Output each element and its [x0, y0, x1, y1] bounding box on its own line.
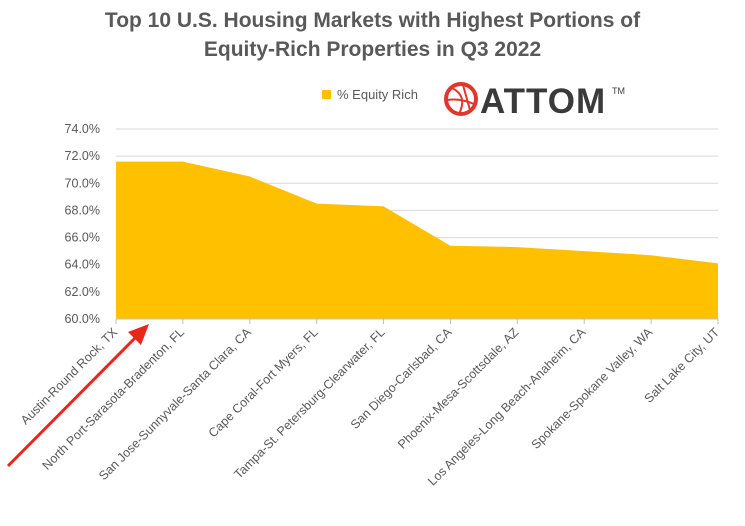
y-tick-label: 62.0%: [65, 285, 100, 299]
y-tick-label: 66.0%: [65, 231, 100, 245]
red-arrow-icon: [6, 324, 149, 468]
x-tick-label: Tampa-St. Petersburg-Clearwater, FL: [231, 325, 387, 481]
logo-tm: TM: [612, 86, 625, 96]
legend-swatch: [322, 90, 331, 99]
x-tick-label: Spokane-Spokane Valley, WA: [529, 325, 656, 452]
y-tick-label: 60.0%: [65, 312, 100, 326]
y-axis: 60.0% 62.0% 64.0% 66.0% 68.0% 70.0% 72.0% 74.0%: [65, 122, 100, 326]
x-tick-label: San Jose-Sunnyvale-Santa Clara, CA: [96, 325, 254, 483]
logo-text: ATTOM: [480, 82, 606, 121]
y-tick-label: 70.0%: [65, 176, 100, 190]
y-tick-label: 74.0%: [65, 122, 100, 136]
y-tick-label: 72.0%: [65, 149, 100, 163]
chart-title-line-2: Equity-Rich Properties in Q3 2022: [203, 38, 542, 61]
y-tick-label: 64.0%: [65, 258, 100, 272]
y-tick-label: 68.0%: [65, 203, 100, 217]
x-tick-label: North Port-Sarasota-Bradenton, FL: [40, 325, 187, 472]
legend-label: % Equity Rich: [337, 87, 418, 102]
globe-icon: [444, 82, 478, 116]
area-series-equity-rich: [116, 161, 718, 319]
chart-title: Top 10 U.S. Housing Markets with Highest…: [0, 6, 745, 64]
attom-logo: ATTOM TM: [444, 82, 625, 121]
x-tick-label: Cape Coral-Fort Myers, FL: [206, 325, 321, 440]
legend: % Equity Rich: [322, 87, 418, 102]
chart-title-line-1: Top 10 U.S. Housing Markets with Highest…: [104, 9, 641, 32]
x-tick-label: Salt Lake City, UT: [642, 325, 723, 406]
plot-area: [116, 161, 718, 319]
x-tick-label: Phoenix-Mesa-Scottsdale, AZ: [395, 325, 522, 452]
